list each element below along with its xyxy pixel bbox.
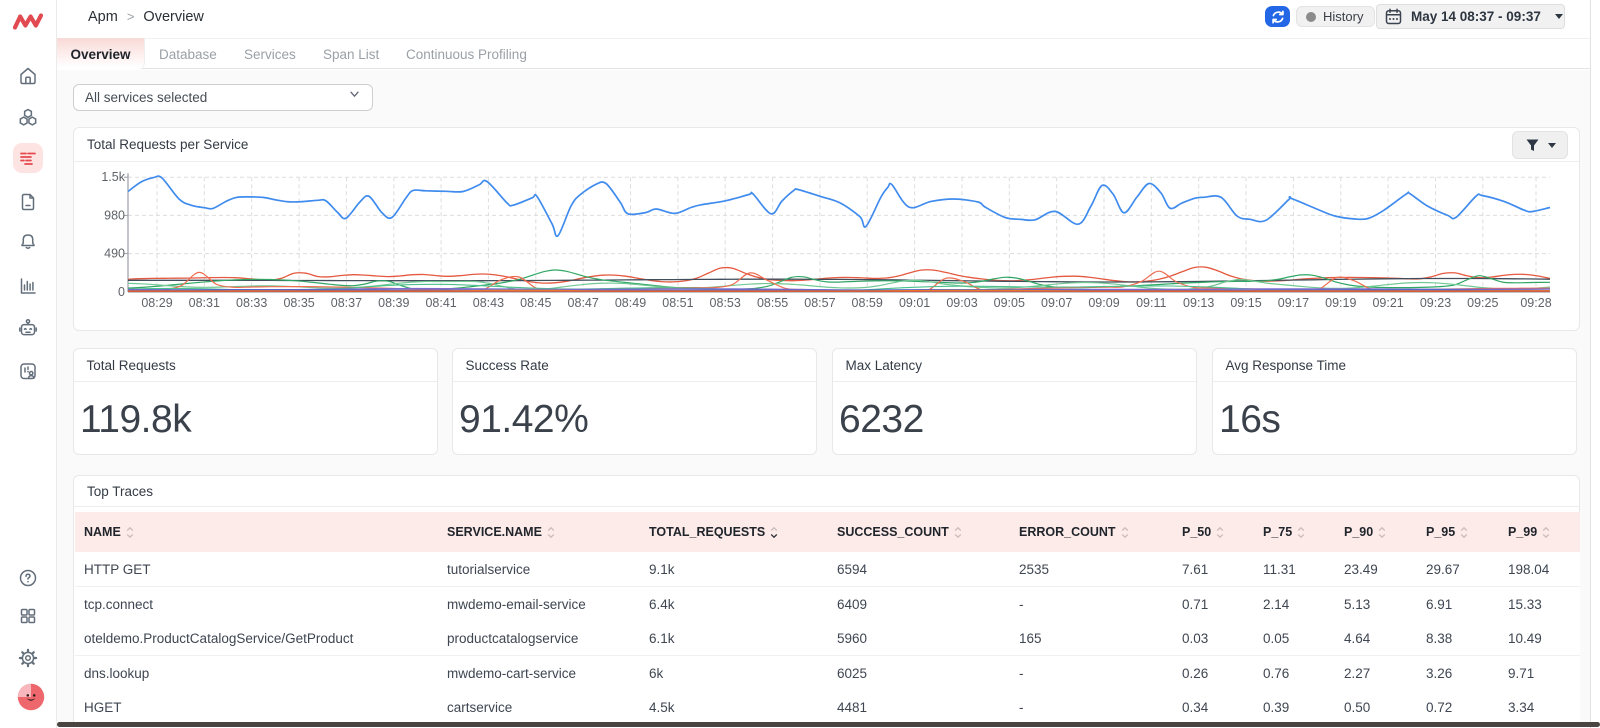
svg-text:09:21: 09:21 bbox=[1372, 296, 1403, 310]
svg-text:09:09: 09:09 bbox=[1088, 296, 1119, 310]
svg-text:08:59: 08:59 bbox=[852, 296, 883, 310]
svg-text:08:35: 08:35 bbox=[283, 296, 314, 310]
svg-text:0: 0 bbox=[118, 285, 125, 299]
svg-text:09:25: 09:25 bbox=[1467, 296, 1498, 310]
svg-text:08:45: 08:45 bbox=[520, 296, 551, 310]
svg-text:09:17: 09:17 bbox=[1278, 296, 1309, 310]
svg-text:09:13: 09:13 bbox=[1183, 296, 1214, 310]
svg-text:09:23: 09:23 bbox=[1420, 296, 1451, 310]
svg-text:08:49: 08:49 bbox=[615, 296, 646, 310]
svg-text:1.5k: 1.5k bbox=[101, 170, 125, 184]
svg-text:08:31: 08:31 bbox=[189, 296, 220, 310]
svg-text:09:28: 09:28 bbox=[1520, 296, 1551, 310]
svg-text:09:19: 09:19 bbox=[1325, 296, 1356, 310]
svg-text:08:37: 08:37 bbox=[331, 296, 362, 310]
svg-text:08:51: 08:51 bbox=[662, 296, 693, 310]
svg-text:09:05: 09:05 bbox=[994, 296, 1025, 310]
svg-text:980: 980 bbox=[104, 208, 125, 222]
svg-text:08:57: 08:57 bbox=[804, 296, 835, 310]
svg-text:08:41: 08:41 bbox=[425, 296, 456, 310]
svg-text:08:29: 08:29 bbox=[141, 296, 172, 310]
svg-text:08:47: 08:47 bbox=[568, 296, 599, 310]
svg-text:490: 490 bbox=[104, 247, 125, 261]
svg-text:09:15: 09:15 bbox=[1230, 296, 1261, 310]
svg-text:08:53: 08:53 bbox=[710, 296, 741, 310]
svg-text:08:55: 08:55 bbox=[757, 296, 788, 310]
svg-text:08:33: 08:33 bbox=[236, 296, 267, 310]
svg-text:09:03: 09:03 bbox=[946, 296, 977, 310]
svg-text:09:01: 09:01 bbox=[899, 296, 930, 310]
svg-text:09:07: 09:07 bbox=[1041, 296, 1072, 310]
svg-text:08:43: 08:43 bbox=[473, 296, 504, 310]
svg-text:09:11: 09:11 bbox=[1136, 296, 1166, 310]
svg-text:08:39: 08:39 bbox=[378, 296, 409, 310]
